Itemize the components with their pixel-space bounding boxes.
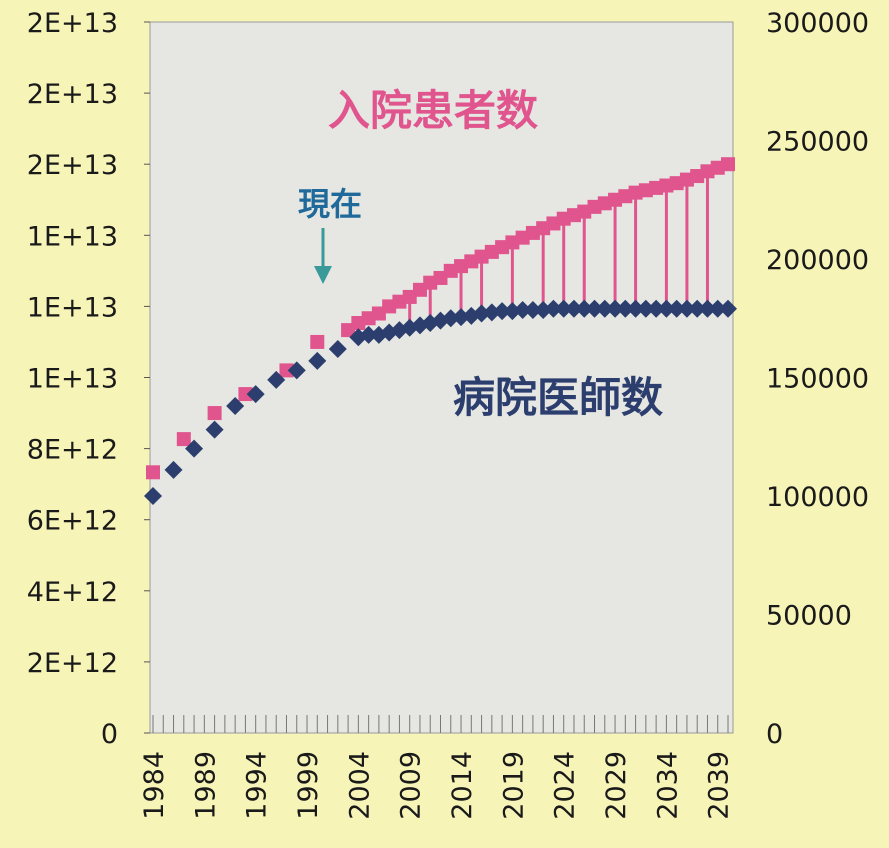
left-tick-label: 1E+13 (27, 364, 118, 395)
physicians-point (452, 308, 471, 327)
physicians-point (554, 299, 573, 318)
right-axis: 0 50000 100000 150000 200000 250000 300000 (766, 8, 869, 750)
right-tick-label: 250000 (766, 127, 869, 158)
physicians-point (564, 299, 583, 318)
physicians-point (595, 299, 614, 318)
left-tick-label: 8E+12 (27, 435, 118, 466)
physicians-point (688, 299, 707, 318)
physicians-point (523, 300, 542, 319)
inpatients-point (146, 465, 160, 480)
left-tick-label: 1E+13 (27, 221, 118, 252)
x-tick-label: 2024 (550, 751, 581, 820)
plot-area (149, 21, 734, 734)
physicians-point (677, 299, 696, 318)
physicians-point (359, 325, 378, 344)
physicians-point (698, 299, 717, 318)
inpatients-point (721, 157, 735, 172)
physicians-point (164, 460, 183, 479)
physicians-point (636, 299, 655, 318)
left-tick-label: 0 (101, 719, 118, 750)
physicians-point (308, 351, 327, 370)
inpatients-point (279, 363, 294, 378)
right-tick-label: 0 (766, 719, 783, 750)
current-arrow-icon (314, 228, 332, 284)
physicians-point (144, 487, 162, 505)
physicians-point (472, 304, 491, 323)
physicians-point (616, 299, 635, 318)
inpatients-annotation: 入院患者数 (328, 86, 538, 135)
physicians-point (441, 309, 460, 328)
x-tick-label: 2009 (396, 751, 427, 820)
left-tick-label: 4E+12 (27, 577, 118, 608)
current-annotation: 現在 (298, 185, 362, 223)
physicians-point (513, 300, 532, 319)
series-physicians (144, 299, 737, 505)
physicians-point (575, 299, 594, 318)
left-tick-label: 2E+13 (27, 150, 118, 181)
left-tick-label: 6E+12 (27, 506, 118, 537)
physicians-point (267, 370, 286, 389)
right-tick-label: 150000 (766, 364, 869, 395)
physicians-point (185, 439, 204, 458)
physicians-annotation: 病院医師数 (453, 373, 663, 422)
physicians-point (205, 420, 224, 439)
left-tick-label: 2E+13 (27, 8, 118, 39)
x-tick-label: 2019 (498, 751, 529, 820)
right-tick-label: 300000 (766, 8, 869, 39)
physicians-point (503, 302, 522, 321)
physicians-point (657, 299, 676, 318)
right-tick-label: 100000 (766, 482, 869, 513)
physicians-point (667, 299, 686, 318)
series-inpatients (146, 157, 735, 480)
physicians-point (626, 299, 645, 318)
x-tick-label: 1984 (139, 751, 170, 820)
physicians-point (647, 299, 666, 318)
left-axis: 0 2E+12 4E+12 6E+12 8E+12 1E+13 1E+13 1E+13 2E+1… (27, 8, 150, 750)
left-tick-label: 1E+13 (27, 292, 118, 323)
physicians-point (606, 299, 625, 318)
right-tick-label: 50000 (766, 601, 852, 632)
physicians-point (246, 385, 265, 404)
physicians-point (544, 299, 563, 318)
x-tick-label: 2029 (601, 751, 632, 820)
x-tick-label: 1999 (293, 751, 324, 820)
inpatients-point (238, 387, 253, 402)
physicians-point (226, 396, 245, 415)
physicians-point (719, 299, 737, 318)
left-tick-label: 2E+13 (27, 79, 118, 110)
x-tick-label: 2034 (652, 751, 683, 820)
physicians-point (585, 299, 604, 318)
right-tick-label: 200000 (766, 245, 869, 276)
physicians-point (493, 302, 512, 321)
x-tick-label: 2039 (704, 751, 735, 820)
inpatients-point (207, 406, 222, 421)
left-tick-label: 2E+12 (27, 648, 118, 679)
x-tick-label: 1989 (190, 751, 221, 820)
x-tick-label: 2014 (447, 751, 478, 820)
inpatients-point (310, 334, 325, 349)
x-tick-label: 2004 (344, 751, 375, 820)
x-axis: 1984 1989 1994 1999 2004 2009 2014 2019 2024 2029… (139, 715, 735, 820)
x-tick-label: 1994 (242, 751, 273, 820)
inpatients-point (176, 432, 191, 447)
physicians-point (708, 299, 727, 318)
physicians-point (328, 340, 347, 359)
physicians-point (482, 303, 501, 322)
physicians-point (287, 361, 306, 380)
physicians-point (534, 300, 553, 319)
